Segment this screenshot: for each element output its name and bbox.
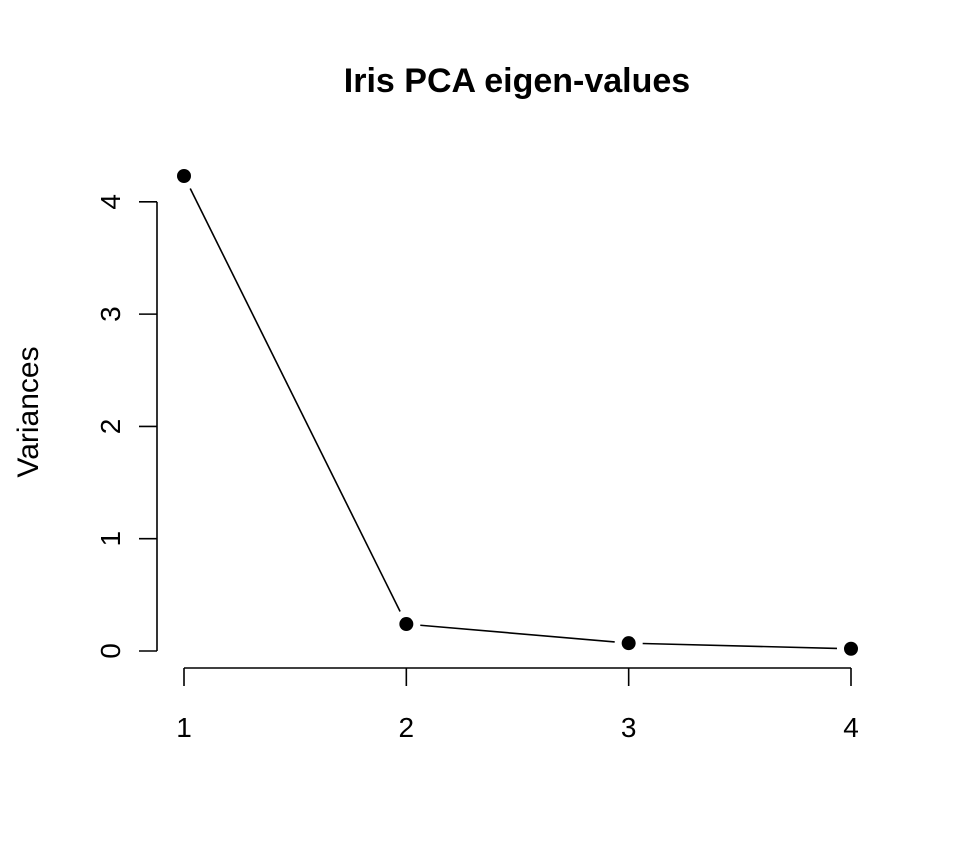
chart-title: Iris PCA eigen-values <box>344 62 690 100</box>
series-line-segment <box>189 188 401 612</box>
data-point <box>844 641 858 656</box>
variance-series <box>177 169 858 656</box>
y-axis: 0 1 2 3 4 <box>95 194 158 659</box>
y-tick-label: 0 <box>95 643 126 659</box>
y-tick-label: 4 <box>95 194 126 210</box>
data-point <box>399 617 414 632</box>
x-tick-label: 2 <box>399 712 415 743</box>
x-axis: 1 2 3 4 <box>176 667 859 743</box>
y-tick-label: 2 <box>95 419 126 435</box>
y-tick-label: 3 <box>95 306 126 322</box>
y-axis-label: Variances <box>12 346 45 477</box>
x-tick-label: 1 <box>176 712 192 743</box>
series-line-segment <box>420 624 615 643</box>
series-line-segment <box>642 642 838 650</box>
x-tick-label: 3 <box>621 712 637 743</box>
y-tick-label: 1 <box>95 531 126 547</box>
x-tick-label: 4 <box>843 712 859 743</box>
data-point <box>621 636 636 651</box>
data-point <box>177 169 191 183</box>
